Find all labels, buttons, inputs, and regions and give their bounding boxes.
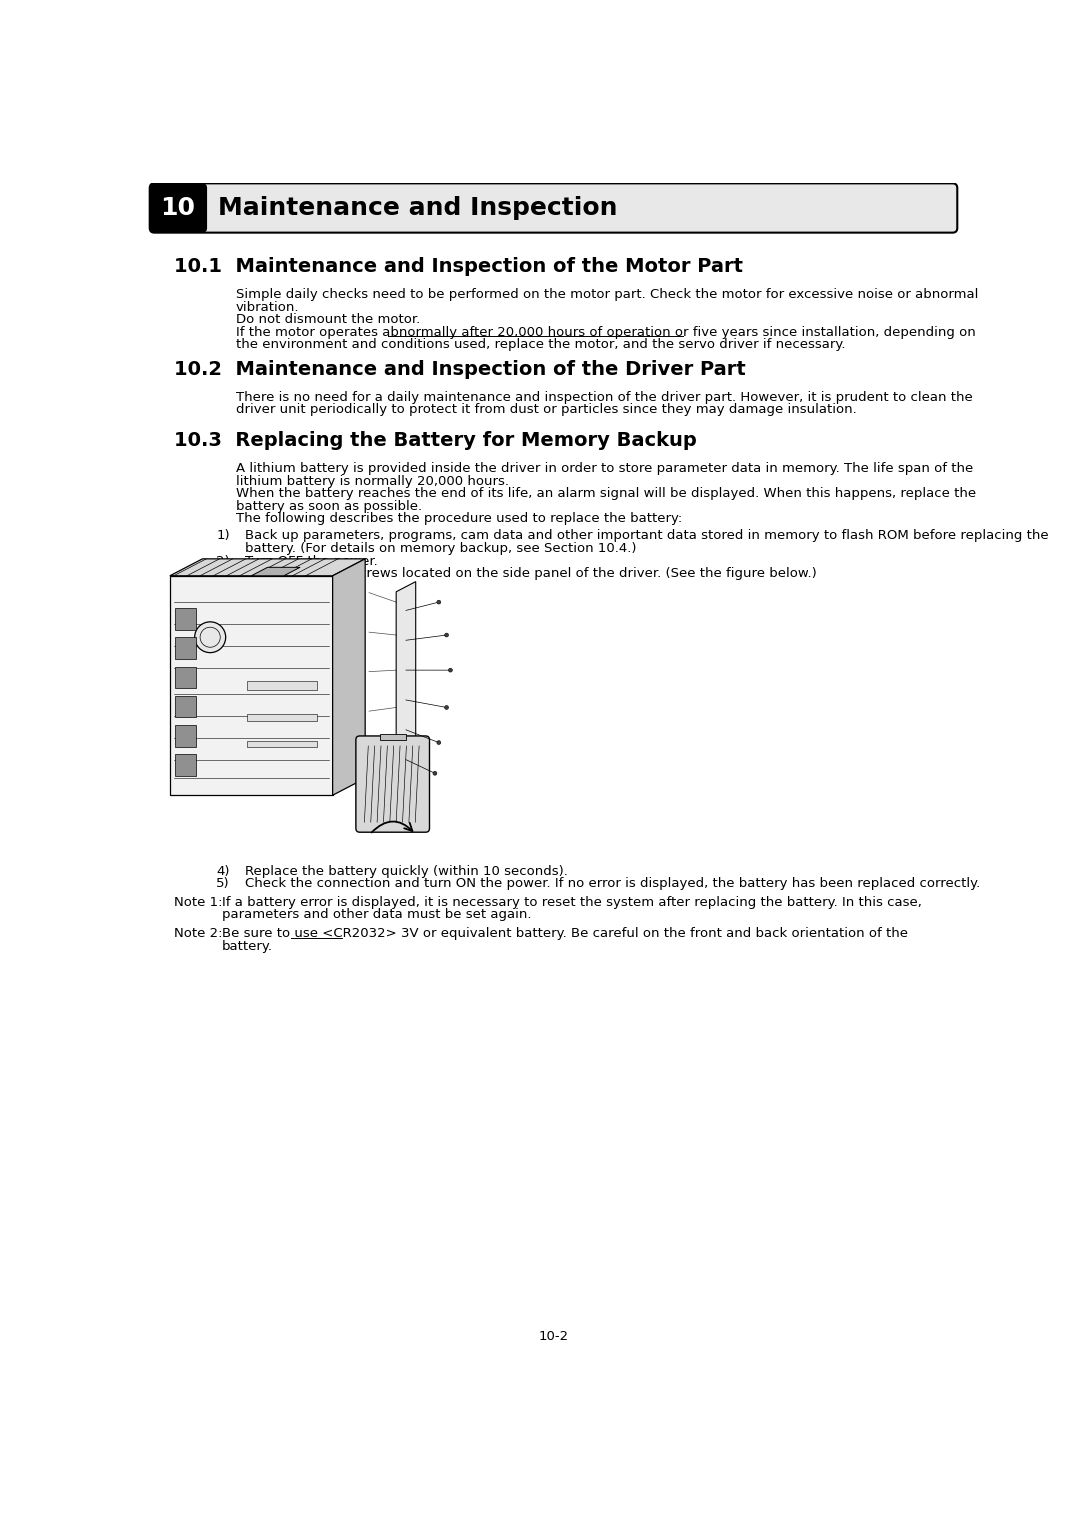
Circle shape xyxy=(194,622,226,652)
Circle shape xyxy=(445,706,448,709)
Text: battery. (For details on memory backup, see Section 10.4.): battery. (For details on memory backup, … xyxy=(245,542,636,555)
Circle shape xyxy=(433,772,437,775)
Text: If the motor operates abnormally after 20,000 hours of operation or five years s: If the motor operates abnormally after 2… xyxy=(235,325,975,339)
Bar xyxy=(247,680,318,691)
Text: Turn OFF the power.: Turn OFF the power. xyxy=(245,555,378,567)
Bar xyxy=(247,741,318,747)
Text: 4): 4) xyxy=(216,865,230,877)
Circle shape xyxy=(445,633,448,637)
Text: Be sure to use <CR2032> 3V or equivalent battery. Be careful on the front and ba: Be sure to use <CR2032> 3V or equivalent… xyxy=(221,927,908,940)
FancyArrowPatch shape xyxy=(372,822,413,833)
Bar xyxy=(175,637,197,659)
Text: battery as soon as possible.: battery as soon as possible. xyxy=(235,500,422,513)
FancyBboxPatch shape xyxy=(150,183,957,232)
Circle shape xyxy=(437,601,441,604)
Text: parameters and other data must be set again.: parameters and other data must be set ag… xyxy=(221,909,531,921)
Text: 2): 2) xyxy=(216,555,230,567)
Text: The following describes the procedure used to replace the battery:: The following describes the procedure us… xyxy=(235,512,681,526)
Text: There is no need for a daily maintenance and inspection of the driver part. Howe: There is no need for a daily maintenance… xyxy=(235,391,972,403)
Polygon shape xyxy=(396,582,416,778)
Polygon shape xyxy=(333,559,365,795)
Polygon shape xyxy=(252,567,300,576)
Text: Do not dismount the motor.: Do not dismount the motor. xyxy=(235,313,420,325)
Text: driver unit periodically to protect it from dust or particles since they may dam: driver unit periodically to protect it f… xyxy=(235,403,856,416)
Text: Simple daily checks need to be performed on the motor part. Check the motor for : Simple daily checks need to be performed… xyxy=(235,289,978,301)
Text: vibration.: vibration. xyxy=(235,301,299,313)
Bar xyxy=(247,715,318,721)
Text: A lithium battery is provided inside the driver in order to store parameter data: A lithium battery is provided inside the… xyxy=(235,461,973,475)
Circle shape xyxy=(448,668,453,672)
Text: Back up parameters, programs, cam data and other important data stored in memory: Back up parameters, programs, cam data a… xyxy=(245,529,1049,542)
Text: 10.1  Maintenance and Inspection of the Motor Part: 10.1 Maintenance and Inspection of the M… xyxy=(174,257,743,277)
Bar xyxy=(175,608,197,630)
Polygon shape xyxy=(170,559,365,576)
Polygon shape xyxy=(170,576,333,795)
FancyBboxPatch shape xyxy=(356,736,430,833)
FancyBboxPatch shape xyxy=(150,183,207,232)
Text: 10-2: 10-2 xyxy=(539,1329,568,1343)
Text: Check the connection and turn ON the power. If no error is displayed, the batter: Check the connection and turn ON the pow… xyxy=(245,877,981,891)
Text: 10.2  Maintenance and Inspection of the Driver Part: 10.2 Maintenance and Inspection of the D… xyxy=(174,361,745,379)
Text: 10.3  Replacing the Battery for Memory Backup: 10.3 Replacing the Battery for Memory Ba… xyxy=(174,431,697,451)
Text: 10: 10 xyxy=(160,196,195,220)
Text: 5): 5) xyxy=(216,877,230,891)
Bar xyxy=(175,755,197,776)
Text: Replace the battery quickly (within 10 seconds).: Replace the battery quickly (within 10 s… xyxy=(245,865,568,877)
Bar xyxy=(175,666,197,688)
Text: Maintenance and Inspection: Maintenance and Inspection xyxy=(218,196,618,220)
Text: Remove the six screws located on the side panel of the driver. (See the figure b: Remove the six screws located on the sid… xyxy=(245,567,816,581)
Text: battery.: battery. xyxy=(221,940,273,953)
Text: 3): 3) xyxy=(216,567,230,581)
Text: Note 1:: Note 1: xyxy=(174,895,222,909)
Bar xyxy=(187,188,206,229)
Text: lithium battery is normally 20,000 hours.: lithium battery is normally 20,000 hours… xyxy=(235,475,509,487)
Bar xyxy=(175,726,197,747)
Bar xyxy=(175,695,197,718)
Text: If a battery error is displayed, it is necessary to reset the system after repla: If a battery error is displayed, it is n… xyxy=(221,895,921,909)
Circle shape xyxy=(437,741,441,744)
Text: Note 2:: Note 2: xyxy=(174,927,222,940)
Bar xyxy=(379,733,406,740)
Text: the environment and conditions used, replace the motor, and the servo driver if : the environment and conditions used, rep… xyxy=(235,338,846,351)
Text: When the battery reaches the end of its life, an alarm signal will be displayed.: When the battery reaches the end of its … xyxy=(235,487,976,500)
Text: 1): 1) xyxy=(216,529,230,542)
